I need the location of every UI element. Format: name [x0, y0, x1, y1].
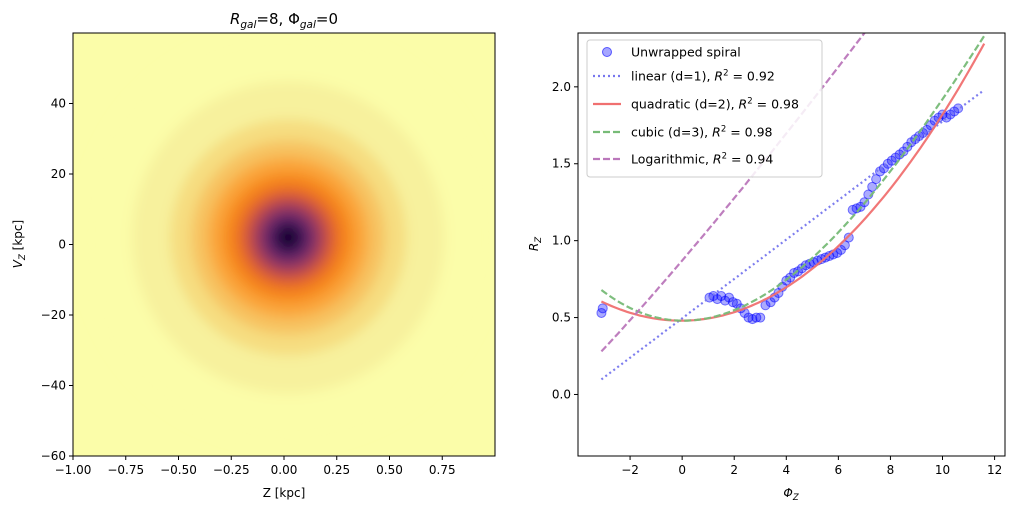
y-tick-label: 40 — [51, 97, 66, 111]
x-tick-label: −0.50 — [160, 463, 197, 477]
y-tick-label: 0.0 — [552, 387, 571, 401]
x-tick-label: −0.25 — [213, 463, 250, 477]
legend-quadratic-prefix: quadratic (d=2), — [631, 97, 739, 112]
x-label-symbol: Φ — [783, 486, 792, 500]
spiral-point — [597, 303, 608, 314]
legend-label-cubic: cubic (d=3), R2 = 0.98 — [631, 125, 773, 140]
scatter-x-label: ΦZ — [783, 486, 798, 503]
x-tick-label: −1.00 — [55, 463, 92, 477]
y-tick-label: 20 — [51, 167, 66, 181]
title-r-eq: =8, — [256, 10, 288, 28]
legend-cubic-value: = 0.98 — [726, 125, 772, 140]
scatter-y-label: RZ — [527, 237, 544, 251]
title-phi-sub: gal — [300, 19, 316, 31]
y-tick-label: −60 — [41, 449, 66, 463]
legend-label-unwrapped-spiral: Unwrapped spiral — [631, 45, 741, 60]
spiral-point — [760, 300, 771, 311]
spiral-point — [755, 312, 766, 323]
y-tick-label: 2.0 — [552, 80, 571, 94]
heatmap-x-ticks: −1.00 −0.75 −0.50 −0.25 0.00 0.25 0.50 0.75 — [55, 456, 456, 477]
legend-linear-r: R — [714, 69, 723, 84]
x-tick-label: 0.00 — [271, 463, 298, 477]
legend-entry-quadratic: quadratic (d=2), R2 = 0.98 — [593, 97, 799, 112]
legend-log-r: R — [713, 152, 722, 167]
title-r-symbol: R — [230, 10, 240, 28]
legend-linear-value: = 0.92 — [729, 69, 775, 84]
x-tick-label: 4 — [782, 463, 790, 477]
x-tick-label: 2 — [730, 463, 738, 477]
legend-marker-circle — [602, 47, 612, 57]
legend-entry-unwrapped-spiral: Unwrapped spiral — [602, 45, 741, 60]
heatmap-y-ticks: −60 −40 −20 0 20 40 — [41, 97, 73, 463]
cubic-fit-line — [600, 35, 986, 322]
x-tick-label: 6 — [835, 463, 843, 477]
heatmap-density — [81, 33, 495, 445]
y-tick-label: 0 — [58, 238, 66, 252]
y-label-rest: [kpc] — [11, 220, 25, 254]
x-tick-label: 10 — [935, 463, 950, 477]
spiral-point — [843, 232, 854, 243]
heatmap-title: Rgal=8, Φgal=0 — [230, 10, 338, 31]
spiral-point — [871, 174, 882, 185]
legend-entry-linear: linear (d=1), R2 = 0.92 — [593, 69, 775, 84]
legend: Unwrapped spiral linear (d=1), R2 = 0.92… — [586, 39, 823, 178]
y-tick-label: 0.5 — [552, 311, 571, 325]
x-tick-label: −2 — [621, 463, 639, 477]
legend-log-value: = 0.94 — [727, 152, 773, 167]
x-tick-label: 0.50 — [376, 463, 403, 477]
y-label-sub: Z — [534, 237, 544, 244]
x-tick-label: 0 — [678, 463, 686, 477]
legend-linear-sup: 2 — [723, 69, 728, 79]
legend-linear-prefix: linear (d=1), — [631, 69, 714, 84]
scatter-frame — [577, 32, 1006, 457]
scatter-panel: −2 0 2 4 6 8 10 12 0.00.51.01.52.0 ΦZ RZ Unwrap… — [527, 32, 1006, 503]
x-label-sub: Z — [792, 493, 799, 503]
title-phi-symbol: Φ — [288, 10, 300, 28]
heatmap-panel: Rgal=8, Φgal=0 −1.00 −0.75 −0.50 −0.25 0.00 0… — [11, 10, 496, 500]
y-label-symbol: R — [527, 243, 541, 251]
legend-cubic-prefix: cubic (d=3), — [631, 125, 712, 140]
legend-box — [586, 39, 823, 178]
legend-cubic-sup: 2 — [721, 125, 726, 135]
title-phi-eq: =0 — [316, 10, 338, 28]
spiral-point — [751, 312, 762, 323]
legend-log-prefix: Logarithmic, — [631, 152, 713, 167]
legend-label-linear: linear (d=1), R2 = 0.92 — [631, 69, 775, 84]
legend-label-logarithmic: Logarithmic, R2 = 0.94 — [631, 152, 773, 167]
legend-entry-cubic: cubic (d=3), R2 = 0.98 — [593, 125, 773, 140]
x-tick-label: 0.25 — [323, 463, 350, 477]
density-rings — [81, 33, 495, 445]
legend-entry-logarithmic: Logarithmic, R2 = 0.94 — [593, 152, 773, 167]
heatmap-y-label: VZ [kpc] — [11, 220, 28, 268]
legend-quadratic-sup: 2 — [747, 97, 752, 107]
y-label-sub: Z — [18, 254, 28, 261]
legend-quadratic-value: = 0.98 — [753, 97, 799, 112]
y-tick-label: −20 — [41, 308, 66, 322]
x-tick-label: −0.75 — [107, 463, 144, 477]
title-r-sub: gal — [240, 19, 256, 31]
linear-fit-line — [600, 89, 985, 381]
y-label-symbol: V — [11, 259, 25, 268]
y-tick-label: 1.0 — [552, 234, 571, 248]
scatter-y-ticks: 0.0 0.5 1.0 1.5 2.0 — [552, 80, 578, 401]
x-tick-label: 0.75 — [429, 463, 456, 477]
y-tick-label: −40 — [41, 379, 66, 393]
x-tick-label: 12 — [987, 463, 1002, 477]
heatmap-x-label: Z [kpc] — [263, 486, 306, 500]
y-tick-label: 1.5 — [552, 157, 571, 171]
legend-log-sup: 2 — [722, 152, 727, 162]
legend-cubic-r: R — [712, 125, 721, 140]
scatter-x-ticks: −2 0 2 4 6 8 10 12 — [621, 456, 1002, 477]
legend-quadratic-r: R — [739, 97, 748, 112]
x-tick-label: 8 — [887, 463, 895, 477]
spiral-point — [953, 103, 964, 114]
legend-label-quadratic: quadratic (d=2), R2 = 0.98 — [631, 97, 799, 112]
density-ring-11 — [280, 230, 296, 245]
